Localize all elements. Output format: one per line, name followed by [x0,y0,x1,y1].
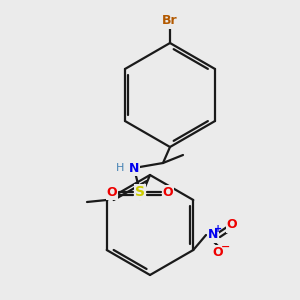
Text: N: N [129,161,139,175]
Text: N: N [208,229,218,242]
Text: +: + [214,224,222,234]
Text: O: O [163,185,173,199]
Text: S: S [135,185,145,199]
Text: −: − [221,242,231,252]
Text: O: O [213,245,223,259]
Text: O: O [227,218,237,232]
Text: Br: Br [162,14,178,28]
Text: O: O [107,185,117,199]
Text: H: H [116,163,124,173]
